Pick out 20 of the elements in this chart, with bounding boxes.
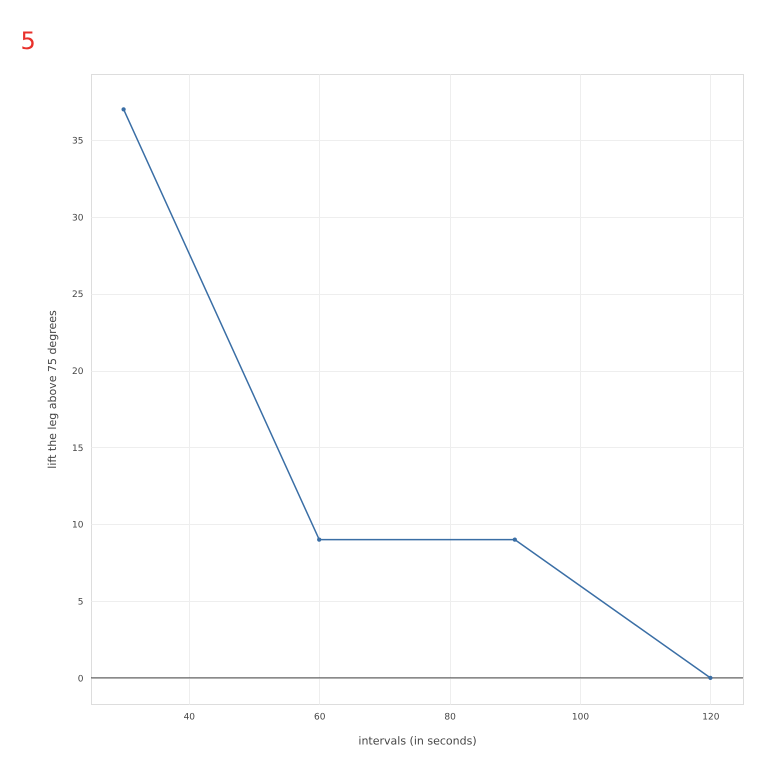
point [317,537,322,542]
y-tick-label: 35 [72,136,84,147]
x-tick-label: 40 [184,712,196,722]
y-tick-label: 20 [72,367,84,378]
y-tick-label: 15 [72,444,84,454]
chart-title: 5 [20,27,36,55]
x-axis-title: intervals (in seconds) [358,734,477,748]
point [121,107,126,112]
x-tick-label: 100 [572,712,590,722]
y-tick-label: 10 [72,520,84,531]
point [512,537,517,542]
y-axis-title: lift the leg above 75 degrees [46,310,60,469]
point [708,676,713,680]
x-tick-label: 80 [444,712,456,722]
x-tick-label: 60 [314,712,326,722]
y-tick-label: 25 [72,290,84,300]
y-tick-label: 0 [78,674,84,684]
x-tick-label: 120 [702,712,720,722]
y-tick-label: 30 [72,213,84,224]
y-tick-label: 5 [78,598,84,608]
